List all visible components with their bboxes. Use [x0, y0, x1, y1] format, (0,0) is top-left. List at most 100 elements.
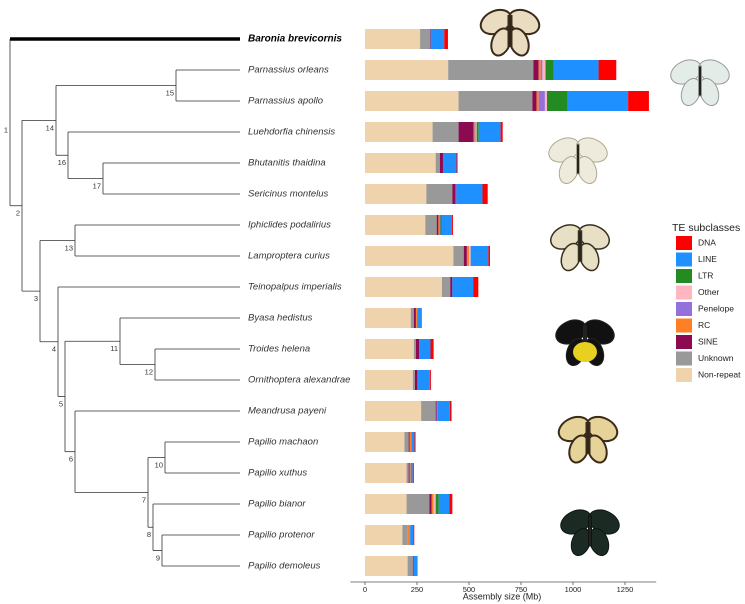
bar-segment	[406, 463, 409, 483]
bar-segment	[414, 432, 416, 452]
bar-segment	[430, 29, 431, 49]
legend-swatch	[676, 269, 692, 283]
species-label: Troides helena	[248, 344, 310, 355]
butterfly-image	[553, 411, 623, 467]
legend-swatch	[676, 285, 692, 300]
bar-segment	[440, 215, 442, 235]
x-tick-label: 750	[515, 585, 528, 594]
bar-segment	[474, 122, 476, 142]
bar-segment	[482, 184, 488, 204]
bar-segment	[364, 339, 414, 359]
tree-node-label: 2	[16, 209, 20, 218]
species-label: Papilio protenor	[248, 530, 315, 541]
bar-segment	[439, 215, 441, 235]
bar-segment	[364, 556, 408, 576]
legend-label: LTR	[698, 270, 713, 280]
bar-segment	[413, 525, 415, 545]
bar-segment	[458, 122, 474, 142]
tree-node-label: 5	[59, 399, 63, 408]
bar-segment	[364, 308, 411, 328]
butterfly-image	[666, 54, 734, 109]
tree-node-label: 13	[65, 243, 73, 252]
bar-segment	[426, 184, 453, 204]
legend-label: LINE	[698, 254, 717, 264]
bar-segment	[456, 153, 458, 173]
bar-segment	[532, 91, 537, 111]
tree-node-label: 6	[69, 455, 73, 464]
bar-segment	[473, 122, 475, 142]
species-label: Luehdorfia chinensis	[248, 127, 335, 138]
bar-segment	[431, 494, 434, 514]
bar-segment	[364, 401, 422, 421]
species-label: Byasa hedistus	[248, 313, 313, 324]
x-tick-label: 0	[363, 585, 367, 594]
bar-segment	[364, 215, 426, 235]
species-label: Lamproptera curius	[248, 251, 330, 262]
bar-segment	[437, 401, 450, 421]
bar-segment	[425, 215, 437, 235]
bar-segment	[364, 370, 413, 390]
species-label: Bhutanitis thaidina	[248, 158, 326, 169]
bar-segment	[364, 91, 459, 111]
bar-segment	[538, 60, 541, 80]
bar-segment	[415, 308, 417, 328]
x-axis-label: Assembly size (Mb)	[463, 591, 542, 601]
species-label: Papilio demoleus	[248, 561, 321, 572]
x-tick-label: 500	[463, 585, 476, 594]
bar-segment	[628, 91, 649, 111]
legend-swatch	[676, 318, 692, 333]
bar-segment	[544, 91, 547, 111]
bar-segment	[475, 122, 477, 142]
bar-segment	[364, 494, 407, 514]
bar-segment	[545, 60, 554, 80]
tree-node-label: 16	[58, 158, 66, 167]
bar-segment	[438, 494, 450, 514]
bar-segment	[414, 370, 418, 390]
bar-segment	[409, 432, 412, 452]
bar-segment	[435, 401, 437, 421]
bar-segment	[430, 339, 434, 359]
legend-label: SINE	[698, 336, 718, 346]
bar-segment	[413, 556, 418, 576]
bar-segment	[542, 60, 546, 80]
bar-segment	[451, 215, 453, 235]
tree-node-label: 12	[145, 367, 153, 376]
bar-segment	[364, 153, 436, 173]
bar-segment	[546, 91, 568, 111]
tree-node-label: 1	[4, 125, 8, 134]
bar-segment	[409, 463, 411, 483]
bar-segment	[463, 246, 467, 266]
bar-segment	[413, 339, 416, 359]
bar-segment	[421, 308, 422, 328]
tree-node-label: 15	[166, 88, 174, 97]
bar-segment	[456, 184, 483, 204]
bar-segment	[402, 525, 408, 545]
legend-label: DNA	[698, 237, 716, 247]
legend-label: Unknown	[698, 353, 734, 363]
legend-title: TE subclasses	[672, 222, 740, 234]
legend-label: Other	[698, 287, 719, 297]
bar-segment	[449, 401, 452, 421]
bar-segment	[364, 184, 427, 204]
tree-node-label: 14	[46, 123, 54, 132]
bar-segment	[470, 246, 489, 266]
butterfly-image	[573, 342, 597, 362]
bar-segment	[364, 122, 433, 142]
bar-segment	[412, 370, 415, 390]
bar-segment	[478, 122, 501, 142]
bar-segment	[455, 184, 457, 204]
bar-segment	[441, 277, 451, 297]
bar-segment	[448, 60, 534, 80]
bar-segment	[418, 308, 422, 328]
species-label: Baronia brevicornis	[248, 34, 342, 45]
butterfly-image	[544, 132, 612, 187]
tree-node-label: 8	[147, 530, 151, 539]
bar-segment	[466, 246, 469, 266]
bar-segment	[553, 60, 599, 80]
bar-segment	[407, 525, 411, 545]
bar-segment	[411, 432, 415, 452]
legend-swatch	[676, 335, 692, 349]
bar-segment	[420, 29, 431, 49]
x-tick-label: 1250	[617, 585, 634, 594]
